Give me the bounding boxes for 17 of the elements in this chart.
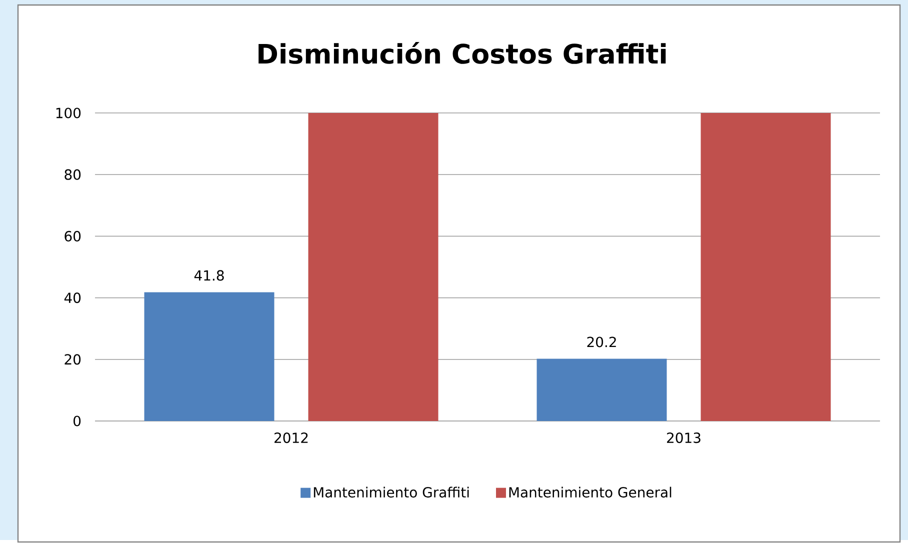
bar [700, 113, 831, 422]
legend-label: Mantenimiento General [509, 486, 672, 498]
legend-label: Mantenimiento Graffiti [314, 486, 469, 498]
y-tick-label: 40 [64, 292, 81, 304]
y-tick-label: 20 [64, 354, 81, 365]
y-tick-label: 80 [64, 170, 81, 180]
bar [536, 358, 667, 422]
y-tick-label: 60 [64, 231, 81, 242]
data-label: 20.2 [587, 336, 616, 348]
bar [308, 113, 438, 422]
chart-title: Disminución Costos Graffiti [258, 42, 666, 64]
data-label: 41.8 [194, 270, 224, 281]
x-tick-label: 2012 [274, 432, 308, 444]
x-tick-label: 2013 [667, 432, 700, 444]
y-tick-label: 0 [74, 416, 81, 426]
y-tick-label: 100 [56, 108, 81, 118]
bar [144, 292, 274, 422]
